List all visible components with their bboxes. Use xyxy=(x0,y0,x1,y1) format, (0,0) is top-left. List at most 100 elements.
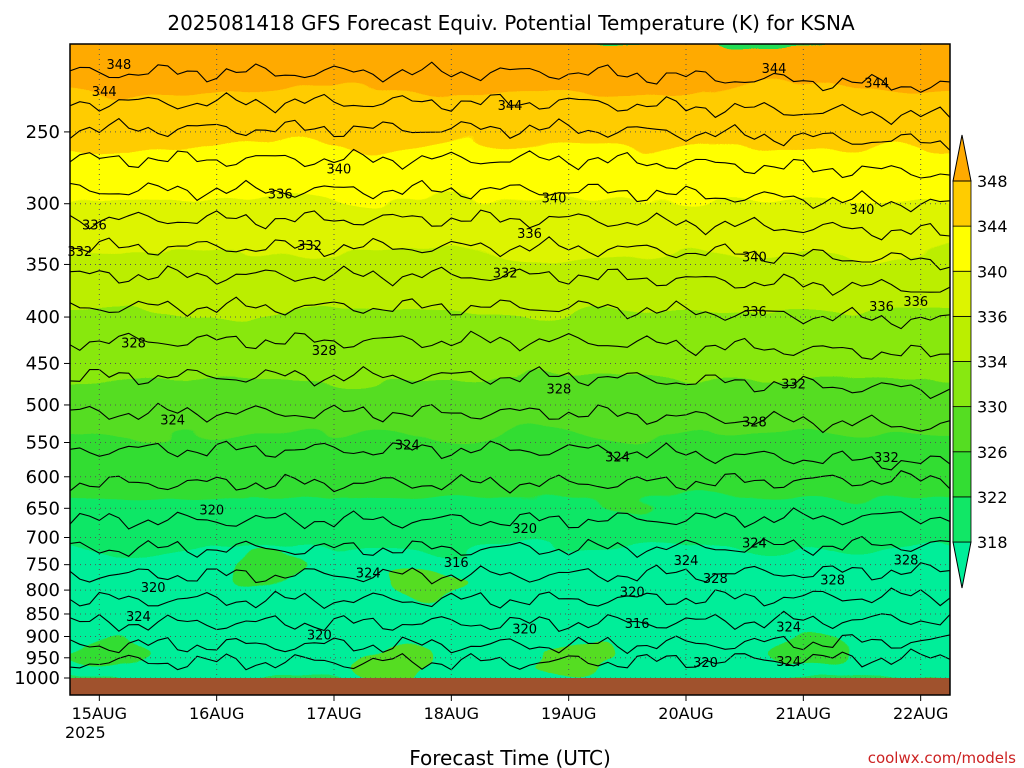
moist-region xyxy=(352,645,433,678)
x-tick-label: 16AUG xyxy=(189,704,244,723)
contour-label: 320 xyxy=(693,656,718,671)
contour-label: 344 xyxy=(864,76,889,91)
y-tick-label: 650 xyxy=(26,498,60,519)
contour-label: 328 xyxy=(312,344,337,359)
filled-band xyxy=(70,376,950,443)
colorbar-label: 340 xyxy=(977,262,1008,281)
contour-label: 336 xyxy=(903,295,928,310)
y-tick-label: 300 xyxy=(26,194,60,215)
filled-band xyxy=(70,550,950,682)
contour-line xyxy=(70,61,950,93)
colorbar-label: 330 xyxy=(977,398,1008,417)
contour-label: 344 xyxy=(92,85,117,100)
contour-label: 340 xyxy=(542,191,567,206)
colorbar-label: 348 xyxy=(977,172,1008,191)
moist-region xyxy=(528,645,609,678)
contour-line xyxy=(70,209,950,241)
moist-region xyxy=(391,569,472,602)
contour-line xyxy=(70,587,950,610)
contour-label: 336 xyxy=(517,227,542,242)
contour-label: 324 xyxy=(776,621,801,636)
y-tick-label: 900 xyxy=(26,626,60,647)
contour-label: 328 xyxy=(546,383,571,398)
contour-label: 344 xyxy=(762,62,787,77)
plot-frame xyxy=(69,43,951,696)
contour-label: 324 xyxy=(160,413,185,428)
filled-band xyxy=(70,313,950,385)
y-tick-label: 950 xyxy=(26,648,60,669)
credit-text: coolwx.com/models xyxy=(868,749,1016,767)
contour-line xyxy=(70,470,950,494)
y-tick-label: 700 xyxy=(26,527,60,548)
contour-label: 328 xyxy=(742,416,767,431)
y-tick-label: 500 xyxy=(26,395,60,416)
filled-band xyxy=(70,44,950,100)
x-tick-label: 22AUG xyxy=(893,704,948,723)
contour-line xyxy=(70,296,950,330)
colorbar-box xyxy=(952,451,972,498)
contour-line xyxy=(70,402,950,434)
colorbar-box xyxy=(952,496,972,543)
filled-band xyxy=(70,434,950,507)
contour-label: 348 xyxy=(106,58,131,73)
contour-label: 332 xyxy=(297,239,322,254)
chart-title: 2025081418 GFS Forecast Equiv. Potential… xyxy=(167,11,855,35)
contour-label: 344 xyxy=(498,99,523,114)
y-tick-label: 750 xyxy=(26,555,60,576)
x-tick-label: 15AUG xyxy=(72,704,127,723)
contour-label: 324 xyxy=(742,537,767,552)
contour-line xyxy=(70,507,950,530)
filled-band xyxy=(70,254,950,322)
contour-labels: 348 344 344 344 344 340 340 340 340 336 336 336 336 3… xyxy=(67,58,928,671)
plot-area: 348 344 344 344 344 340 340 340 340 336 336 336 336 3… xyxy=(67,43,951,696)
y-tick-label: 800 xyxy=(26,580,60,601)
x-tick-sublabel: 2025 xyxy=(65,723,106,742)
colorbar-box xyxy=(952,180,972,227)
contour-label: 336 xyxy=(742,305,767,320)
colorbar-box xyxy=(952,225,972,272)
contour-label: 332 xyxy=(874,451,899,466)
contour-label: 336 xyxy=(869,300,894,315)
colorbar: 318 322 326 330 334 336 340 344 348 xyxy=(952,134,1008,589)
y-tick-label: 350 xyxy=(26,254,60,275)
filled-band xyxy=(70,199,950,263)
contour-line xyxy=(70,648,950,671)
colorbar-label: 344 xyxy=(977,217,1008,236)
y-tick-label: 1000 xyxy=(14,668,60,689)
x-axis-label: Forecast Time (UTC) xyxy=(409,746,611,768)
colorbar-box xyxy=(952,406,972,453)
y-axis: 2503003504004505005506006507007508008509… xyxy=(14,122,70,689)
contour-label: 328 xyxy=(703,572,728,587)
y-tick-label: 250 xyxy=(26,122,60,143)
colorbar-extend-min xyxy=(952,541,972,589)
contour-label: 324 xyxy=(395,438,420,453)
contour-label: 324 xyxy=(776,655,801,670)
x-tick-label: 21AUG xyxy=(776,704,831,723)
y-tick-label: 550 xyxy=(26,432,60,453)
contour-label: 340 xyxy=(326,162,351,177)
x-tick-label: 18AUG xyxy=(424,704,479,723)
contour-label: 316 xyxy=(625,617,650,632)
contour-label: 328 xyxy=(121,337,146,352)
contour-label: 320 xyxy=(199,504,224,519)
contour-label: 324 xyxy=(674,554,699,569)
colorbar-extend-max xyxy=(952,134,972,182)
contour-label: 340 xyxy=(742,251,767,266)
contour-label: 336 xyxy=(268,187,293,202)
contour-label: 332 xyxy=(67,245,92,260)
filled-contours xyxy=(70,44,950,682)
contour-label: 320 xyxy=(620,586,645,601)
ground-bar xyxy=(70,678,950,695)
y-tick-label: 400 xyxy=(26,307,60,328)
contour-label: 324 xyxy=(126,610,151,625)
contour-label: 324 xyxy=(356,567,381,582)
contour-label: 336 xyxy=(82,218,107,233)
contour-label: 332 xyxy=(781,378,806,393)
contour-label: 316 xyxy=(444,556,469,571)
contour-line xyxy=(70,179,950,213)
colorbar-label: 326 xyxy=(977,443,1008,462)
contour-label: 320 xyxy=(141,581,166,596)
y-tick-label: 450 xyxy=(26,353,60,374)
